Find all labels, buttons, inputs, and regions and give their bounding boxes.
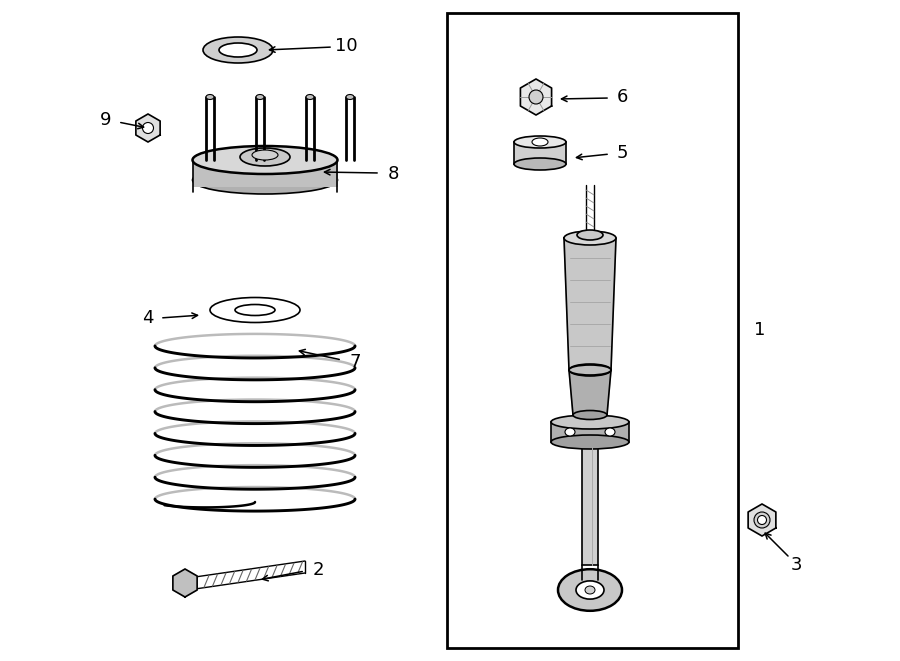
Ellipse shape (210, 297, 300, 323)
Polygon shape (173, 569, 197, 597)
Bar (447, 13, 738, 648)
Ellipse shape (219, 43, 257, 57)
Text: 4: 4 (142, 309, 154, 327)
Text: 6: 6 (616, 88, 627, 106)
Text: 10: 10 (335, 37, 357, 55)
Ellipse shape (193, 146, 338, 174)
Ellipse shape (551, 415, 629, 429)
Text: 1: 1 (754, 321, 766, 339)
Polygon shape (748, 504, 776, 536)
Ellipse shape (206, 95, 214, 100)
Bar (582, 447, 598, 565)
Bar (551, 422, 629, 442)
Ellipse shape (564, 231, 616, 245)
Bar (514, 142, 566, 164)
Polygon shape (520, 79, 552, 115)
Ellipse shape (532, 138, 548, 146)
Ellipse shape (585, 586, 595, 594)
Ellipse shape (576, 581, 604, 599)
Text: 9: 9 (100, 111, 112, 129)
Ellipse shape (514, 136, 566, 148)
Ellipse shape (551, 435, 629, 449)
Polygon shape (564, 238, 616, 370)
Text: 2: 2 (312, 561, 324, 579)
Bar (193, 157, 338, 187)
Ellipse shape (235, 305, 275, 315)
Ellipse shape (754, 512, 770, 528)
Ellipse shape (758, 516, 767, 524)
Ellipse shape (252, 150, 278, 160)
Polygon shape (569, 370, 611, 415)
Ellipse shape (306, 95, 314, 100)
Ellipse shape (558, 569, 622, 611)
Ellipse shape (529, 90, 543, 104)
Ellipse shape (605, 428, 615, 436)
Ellipse shape (569, 364, 611, 376)
Ellipse shape (203, 37, 273, 63)
Ellipse shape (346, 95, 354, 100)
Ellipse shape (577, 230, 603, 240)
Ellipse shape (240, 148, 290, 166)
Ellipse shape (565, 428, 575, 436)
Ellipse shape (193, 166, 338, 194)
Ellipse shape (569, 365, 611, 375)
Ellipse shape (573, 410, 607, 420)
Text: 7: 7 (349, 353, 361, 371)
Ellipse shape (142, 122, 154, 134)
Ellipse shape (256, 95, 264, 100)
Text: 3: 3 (790, 556, 802, 574)
Polygon shape (136, 114, 160, 142)
Ellipse shape (514, 158, 566, 170)
Text: 5: 5 (616, 144, 628, 162)
Text: 8: 8 (387, 165, 399, 183)
